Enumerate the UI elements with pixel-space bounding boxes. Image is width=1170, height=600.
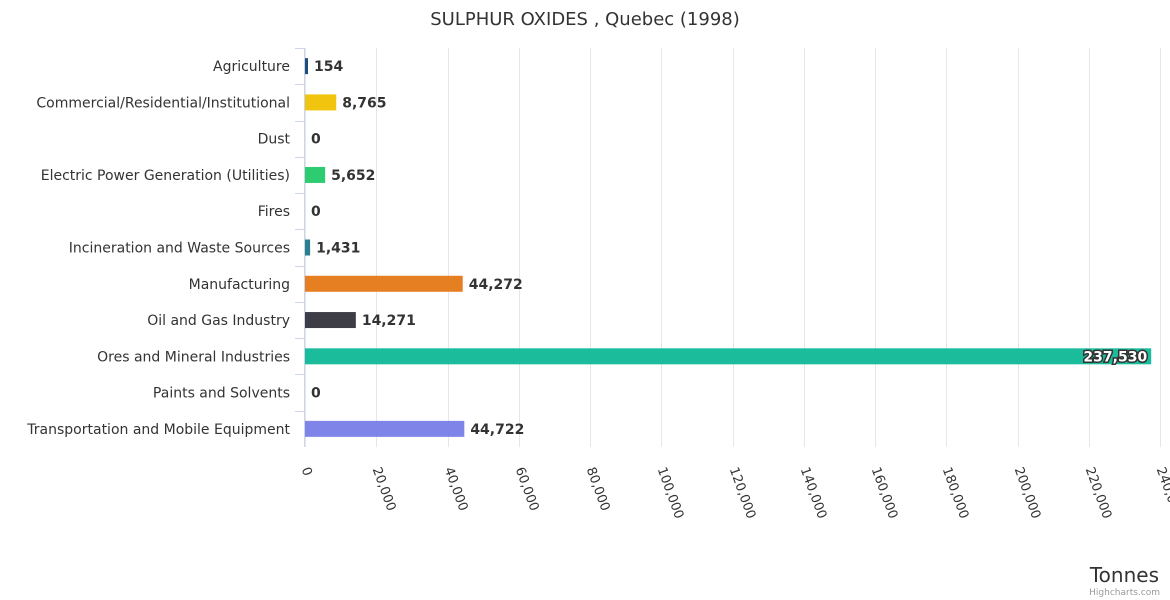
bar[interactable]: [305, 348, 1152, 365]
category-label: Fires: [258, 204, 290, 220]
data-label: 44,272: [469, 277, 523, 293]
category-label: Dust: [258, 132, 291, 148]
x-tick-label: 60,000: [512, 465, 542, 513]
category-label: Commercial/Residential/Institutional: [36, 95, 290, 111]
grid: [305, 48, 1161, 447]
x-tick-label: 140,000: [797, 465, 829, 521]
category-label: Electric Power Generation (Utilities): [41, 168, 290, 184]
x-tick-label: 240,000: [1153, 465, 1170, 521]
bar[interactable]: [305, 58, 308, 75]
data-label: 237,530: [1083, 349, 1147, 365]
category-label: Agriculture: [213, 59, 290, 75]
x-tick-label: 180,000: [939, 465, 971, 521]
x-axis-unit-label: Tonnes: [1089, 563, 1159, 587]
bar[interactable]: [305, 239, 311, 256]
x-tick-label: 20,000: [369, 465, 399, 513]
data-label: 0: [311, 204, 321, 220]
bar[interactable]: [305, 420, 465, 437]
data-label: 8,765: [342, 95, 386, 111]
x-tick-label: 200,000: [1011, 465, 1043, 521]
bar[interactable]: [305, 275, 463, 292]
data-label: 5,652: [331, 168, 375, 184]
data-label: 0: [311, 386, 321, 402]
x-tick-label: 120,000: [726, 465, 758, 521]
category-label: Transportation and Mobile Equipment: [26, 422, 290, 438]
x-tick-label: 220,000: [1082, 465, 1114, 521]
data-label: 44,722: [470, 422, 524, 438]
category-label: Manufacturing: [189, 277, 290, 293]
bar[interactable]: [305, 312, 356, 329]
x-tick-label: 0: [298, 465, 315, 478]
x-tick-label: 80,000: [583, 465, 613, 513]
category-label: Paints and Solvents: [153, 386, 290, 402]
labels: Agriculture 154 Commercial/Residential/Ins…: [26, 59, 1149, 438]
category-label: Incineration and Waste Sources: [69, 241, 290, 257]
bar[interactable]: [305, 94, 337, 111]
category-label: Ores and Mineral Industries: [97, 349, 290, 365]
data-label: 1,431: [316, 241, 360, 257]
chart-title: SULPHUR OXIDES , Quebec (1998): [430, 9, 740, 30]
data-label: 14,271: [362, 313, 416, 329]
x-tick-label: 40,000: [441, 465, 471, 513]
x-tick-label: 100,000: [654, 465, 686, 521]
bar[interactable]: [305, 166, 326, 183]
x-tick-label: 160,000: [868, 465, 900, 521]
bars: [305, 58, 1152, 437]
credit-link[interactable]: Highcharts.com: [1089, 588, 1160, 598]
data-label: 154: [314, 59, 343, 75]
category-label: Oil and Gas Industry: [147, 313, 290, 329]
data-label: 0: [311, 132, 321, 148]
